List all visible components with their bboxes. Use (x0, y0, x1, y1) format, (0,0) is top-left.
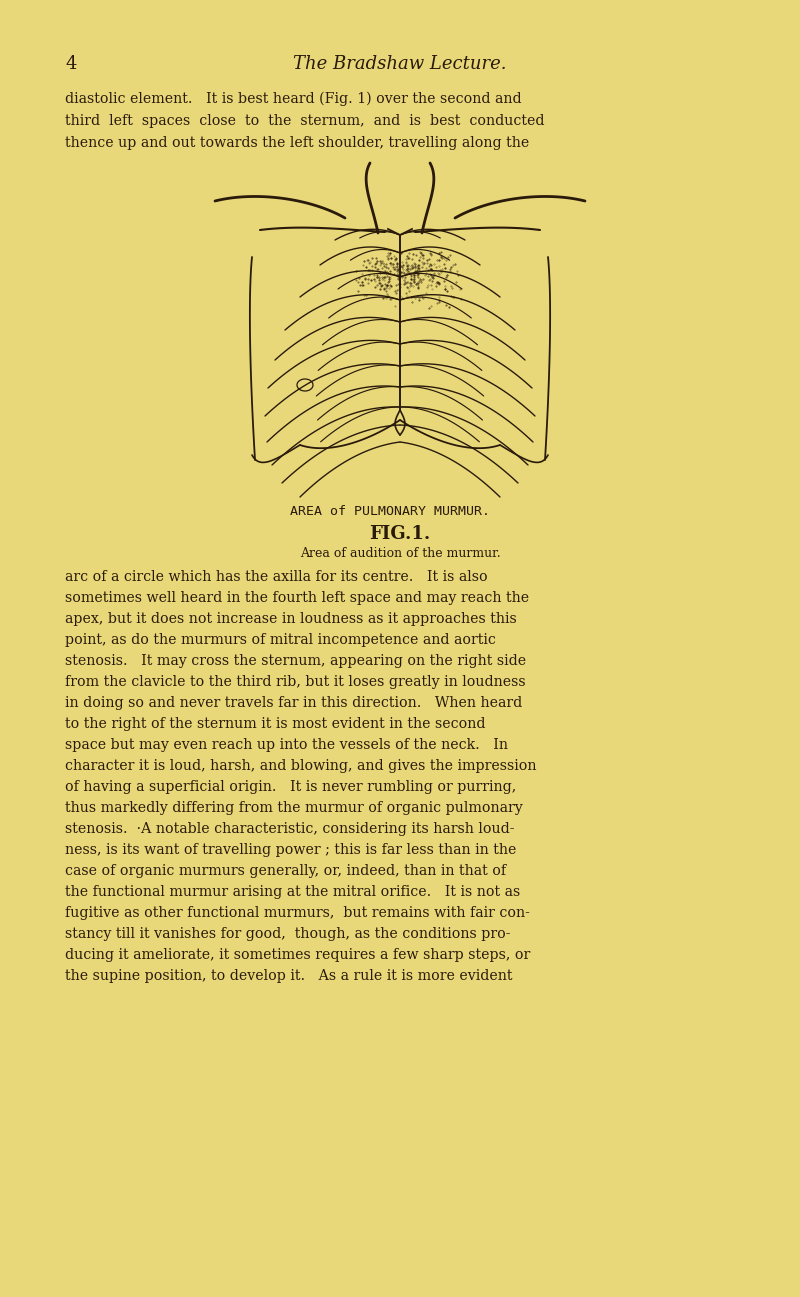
Text: 4: 4 (65, 54, 76, 73)
Text: diastolic element.   It is best heard (Fig. 1) over the second and: diastolic element. It is best heard (Fig… (65, 92, 522, 106)
Text: Area of audition of the murmur.: Area of audition of the murmur. (300, 547, 500, 560)
Text: case of organic murmurs generally, or, indeed, than in that of: case of organic murmurs generally, or, i… (65, 864, 506, 878)
Text: The Bradshaw Lecture.: The Bradshaw Lecture. (294, 54, 506, 73)
Text: the supine position, to develop it.   As a rule it is more evident: the supine position, to develop it. As a… (65, 969, 513, 983)
Text: sometimes well heard in the fourth left space and may reach the: sometimes well heard in the fourth left … (65, 591, 529, 604)
Text: of having a superficial origin.   It is never rumbling or purring,: of having a superficial origin. It is ne… (65, 779, 516, 794)
Text: thence up and out towards the left shoulder, travelling along the: thence up and out towards the left shoul… (65, 136, 530, 150)
Text: space but may even reach up into the vessels of the neck.   In: space but may even reach up into the ves… (65, 738, 508, 752)
Text: the functional murmur arising at the mitral orifice.   It is not as: the functional murmur arising at the mit… (65, 885, 520, 899)
Text: ness, is its want of travelling power ; this is far less than in the: ness, is its want of travelling power ; … (65, 843, 516, 857)
Text: stancy till it vanishes for good,  though, as the conditions pro-: stancy till it vanishes for good, though… (65, 927, 510, 942)
Text: from the clavicle to the third rib, but it loses greatly in loudness: from the clavicle to the third rib, but … (65, 674, 526, 689)
Text: character it is loud, harsh, and blowing, and gives the impression: character it is loud, harsh, and blowing… (65, 759, 537, 773)
Text: thus markedly differing from the murmur of organic pulmonary: thus markedly differing from the murmur … (65, 802, 522, 815)
Text: fugitive as other functional murmurs,  but remains with fair con-: fugitive as other functional murmurs, bu… (65, 907, 530, 920)
Text: stenosis.   It may cross the sternum, appearing on the right side: stenosis. It may cross the sternum, appe… (65, 654, 526, 668)
Text: to the right of the sternum it is most evident in the second: to the right of the sternum it is most e… (65, 717, 486, 732)
Text: apex, but it does not increase in loudness as it approaches this: apex, but it does not increase in loudne… (65, 612, 517, 626)
Text: ducing it ameliorate, it sometimes requires a few sharp steps, or: ducing it ameliorate, it sometimes requi… (65, 948, 530, 962)
Text: AREA of PULMONARY MURMUR.: AREA of PULMONARY MURMUR. (290, 505, 490, 518)
Text: arc of a circle which has the axilla for its centre.   It is also: arc of a circle which has the axilla for… (65, 569, 488, 584)
Text: FIG.1.: FIG.1. (370, 525, 430, 543)
Text: in doing so and never travels far in this direction.   When heard: in doing so and never travels far in thi… (65, 696, 522, 709)
Text: point, as do the murmurs of mitral incompetence and aortic: point, as do the murmurs of mitral incom… (65, 633, 496, 647)
Text: stenosis.  ·A notable characteristic, considering its harsh loud-: stenosis. ·A notable characteristic, con… (65, 822, 514, 837)
Text: third  left  spaces  close  to  the  sternum,  and  is  best  conducted: third left spaces close to the sternum, … (65, 114, 545, 128)
